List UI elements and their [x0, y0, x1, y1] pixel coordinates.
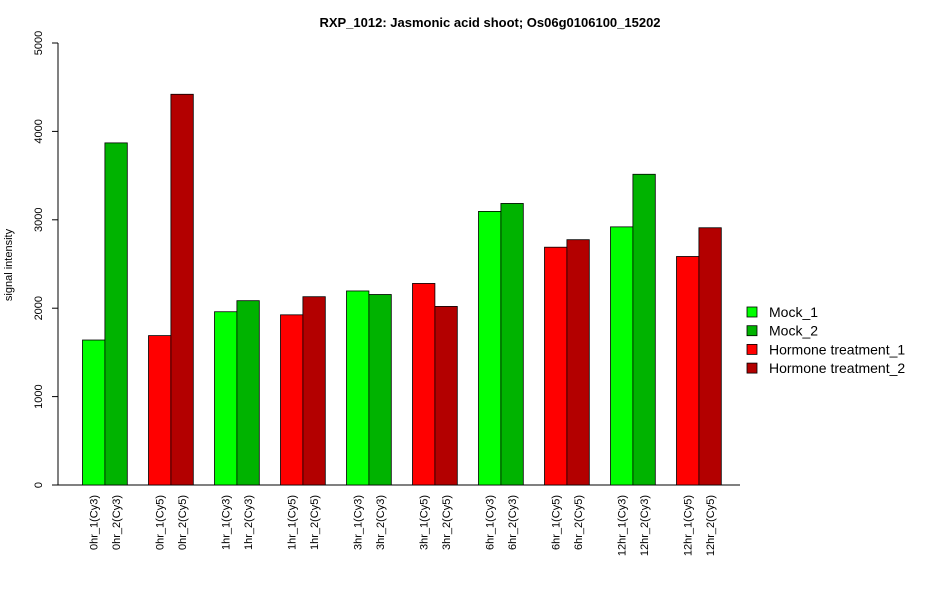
x-category-label: 1hr_2(Cy5)	[309, 495, 321, 550]
x-category-label: 12hr_1(Cy5)	[683, 495, 695, 556]
x-category-label: 12hr_1(Cy3)	[617, 495, 629, 556]
x-category-label: 0hr_2(Cy5)	[177, 495, 189, 550]
bar	[610, 226, 634, 486]
y-axis-label: signal intensity	[3, 228, 15, 301]
x-category-label: 12hr_2(Cy5)	[705, 495, 717, 556]
bar	[566, 239, 590, 486]
y-tick-label: 3000	[33, 208, 45, 232]
bar	[544, 246, 568, 486]
x-category-label: 6hr_2(Cy3)	[507, 495, 519, 550]
category-labels: 0hr_1(Cy3) 0hr_2(Cy3) 0hr_1(Cy5) 0hr_2(Cy5)…	[89, 495, 717, 556]
legend-label: Hormone treatment_1	[769, 341, 905, 357]
bar	[302, 296, 326, 486]
x-category-label: 12hr_2(Cy3)	[639, 495, 651, 556]
x-category-label: 3hr_1(Cy5)	[419, 495, 431, 550]
legend: Mock_1 Mock_2 Hormone treatment_1 Hormone t…	[746, 304, 905, 376]
legend-swatch	[746, 343, 758, 355]
x-category-label: 3hr_2(Cy3)	[375, 495, 387, 550]
x-category-label: 3hr_2(Cy5)	[441, 495, 453, 550]
x-category-label: 6hr_1(Cy5)	[551, 495, 563, 550]
bar	[214, 311, 238, 486]
chart-title: RXP_1012: Jasmonic acid shoot; Os06g0106…	[319, 15, 660, 30]
bar	[412, 283, 436, 486]
x-category-label: 0hr_1(Cy5)	[155, 495, 167, 550]
bar	[698, 227, 722, 486]
bar	[346, 290, 370, 486]
bar	[148, 335, 172, 486]
x-category-label: 1hr_2(Cy3)	[243, 495, 255, 550]
bar	[434, 306, 458, 486]
y-tick-label: 2000	[33, 296, 45, 320]
x-category-label: 6hr_1(Cy3)	[485, 495, 497, 550]
x-category-label: 1hr_1(Cy3)	[221, 495, 233, 550]
legend-label: Mock_1	[769, 304, 818, 320]
bar	[82, 339, 106, 486]
legend-swatch	[746, 362, 758, 374]
legend-swatch	[746, 306, 758, 318]
y-tick-label: 5000	[33, 31, 45, 55]
x-category-label: 0hr_2(Cy3)	[111, 495, 123, 550]
bar	[236, 300, 260, 486]
y-tick-label: 4000	[33, 119, 45, 143]
legend-swatch	[746, 325, 758, 337]
y-axis: 0 1000 2000 3000 4000 5000	[33, 31, 59, 488]
bars-group	[82, 93, 722, 486]
legend-label: Mock_2	[769, 323, 818, 339]
x-category-label: 0hr_1(Cy3)	[89, 495, 101, 550]
bar	[280, 314, 304, 486]
bar	[478, 211, 502, 486]
x-category-label: 6hr_2(Cy5)	[573, 495, 585, 550]
y-tick-label: 1000	[33, 384, 45, 408]
bar	[632, 173, 656, 486]
bar	[104, 142, 128, 486]
x-category-label: 3hr_1(Cy3)	[353, 495, 365, 550]
y-tick-label: 0	[33, 482, 45, 488]
legend-label: Hormone treatment_2	[769, 360, 905, 376]
bar	[500, 203, 524, 486]
bar	[170, 93, 194, 486]
bar	[368, 294, 392, 486]
bar	[676, 256, 700, 486]
x-category-label: 1hr_1(Cy5)	[287, 495, 299, 550]
